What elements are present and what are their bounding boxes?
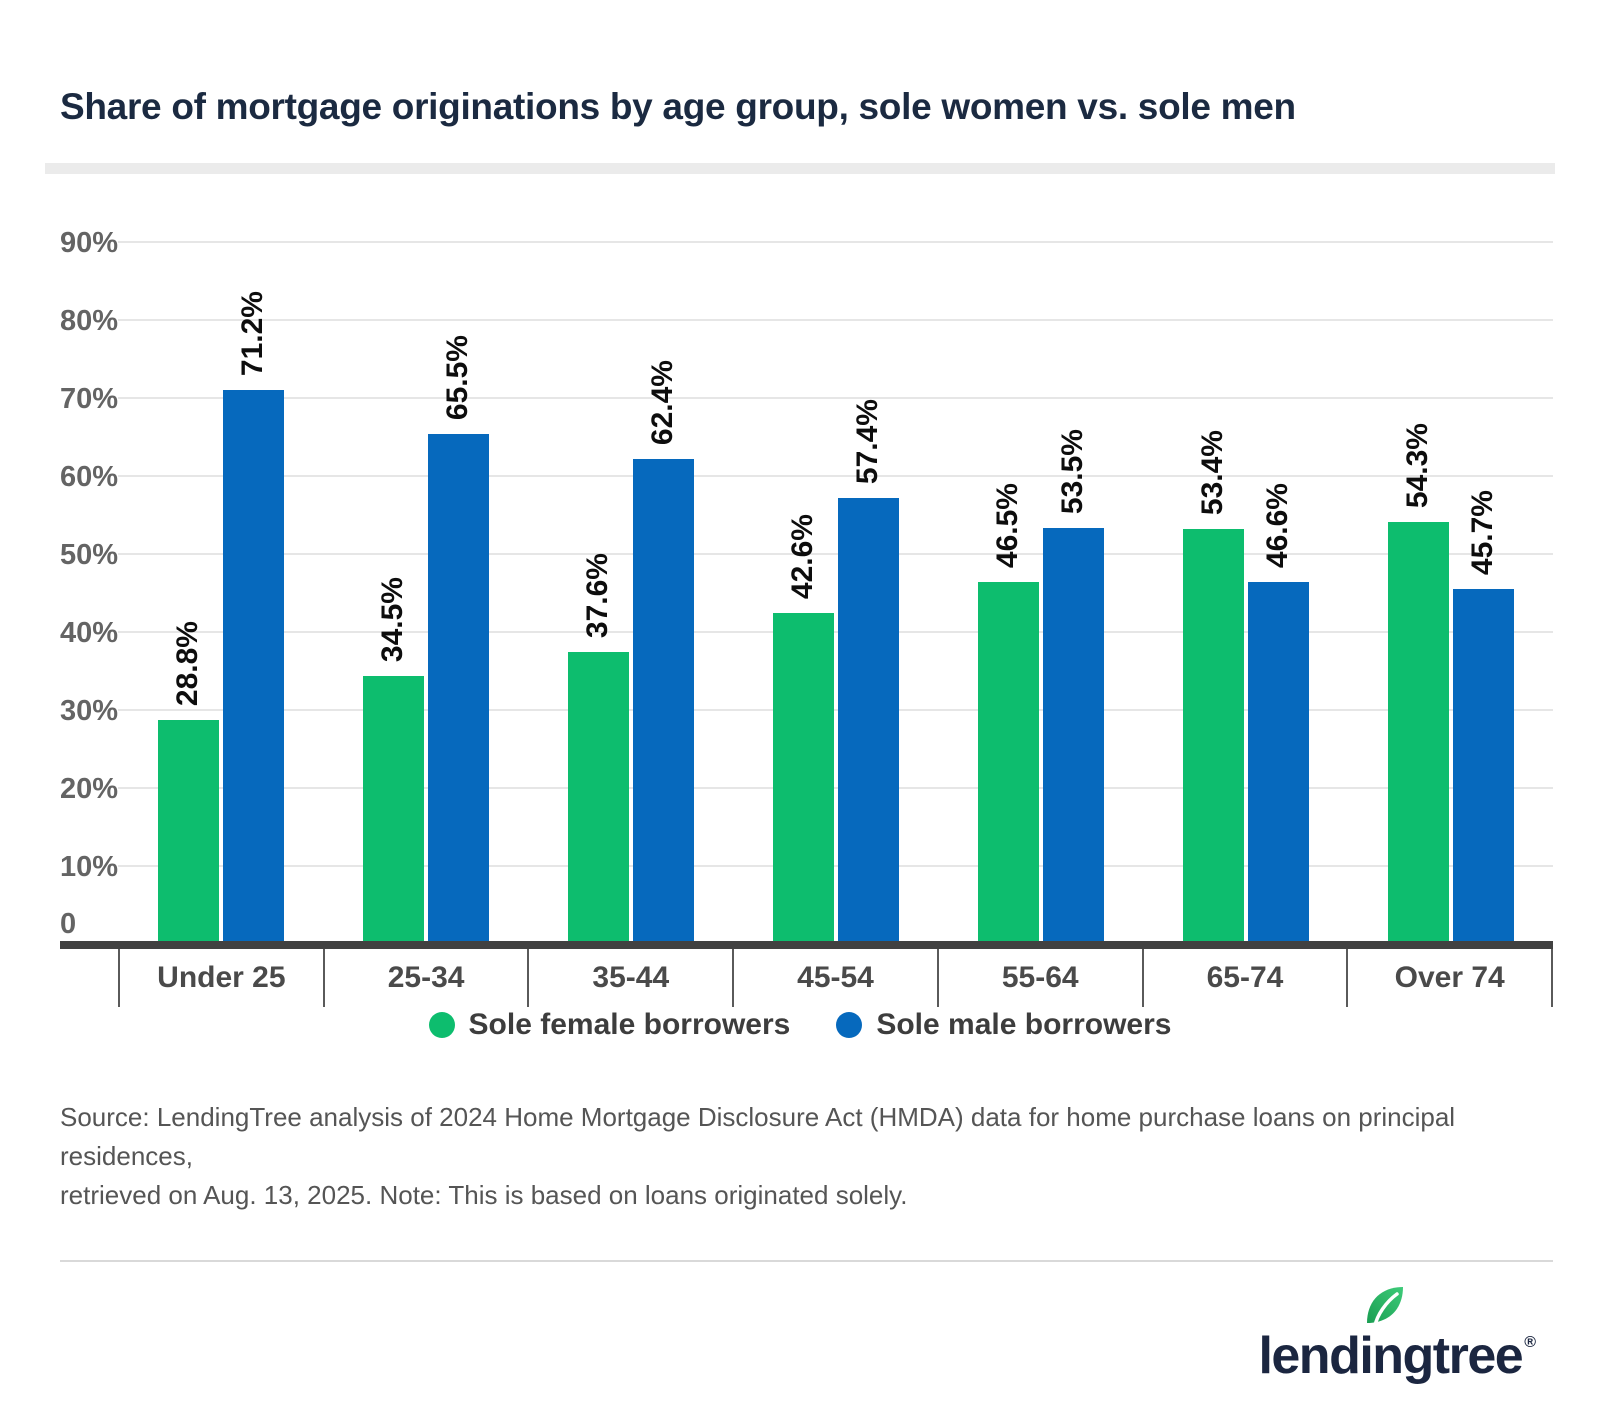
gridline <box>118 553 1553 556</box>
footer-divider <box>60 1260 1553 1262</box>
bar-female: 34.5% <box>362 577 424 945</box>
x-axis-label: 55-64 <box>936 949 1142 1007</box>
lendingtree-logo: lendingtree ® <box>1258 1282 1536 1386</box>
gridline <box>118 865 1553 868</box>
bar-value-label: 46.6% <box>1261 482 1294 568</box>
bar-value-label: 62.4% <box>646 359 679 445</box>
bar-male: 45.7% <box>1452 490 1514 945</box>
y-axis-label: 50% <box>60 539 119 572</box>
x-axis-label: 65-74 <box>1141 949 1347 1007</box>
bar-groups-container: 28.8% 71.2% 34.5% 65.5% 37.6% 62.4% 42.6% 57.4%… <box>118 220 1553 945</box>
bar-female: 42.6% <box>772 514 834 945</box>
bar-male: 65.5% <box>427 335 489 945</box>
x-axis-label: Over 74 <box>1346 949 1554 1007</box>
bar-group: 28.8% 71.2% <box>118 220 323 945</box>
y-axis-label: 90% <box>60 227 119 260</box>
source-line-2: retrieved on Aug. 13, 2025. Note: This i… <box>60 1180 908 1210</box>
x-axis-label: 25-34 <box>322 949 528 1007</box>
x-axis-labels: Under 25 25-34 35-44 45-54 55-64 65-74 Over 74 <box>118 949 1554 1007</box>
legend-item-male: Sole male borrowers <box>836 1008 1171 1042</box>
source-note: Source: LendingTree analysis of 2024 Hom… <box>60 1098 1540 1215</box>
bar-female: 37.6% <box>567 553 629 945</box>
x-axis-label: Under 25 <box>118 949 323 1007</box>
bar-female: 53.4% <box>1182 430 1244 945</box>
bar-value-label: 42.6% <box>786 513 819 599</box>
gridline <box>118 475 1553 478</box>
bar-value-label: 28.8% <box>171 620 204 706</box>
bar-value-label: 46.5% <box>991 482 1024 568</box>
gridline <box>118 319 1553 322</box>
bar-male: 71.2% <box>222 291 284 945</box>
x-axis-label: 45-54 <box>732 949 937 1007</box>
bar-group: 42.6% 57.4% <box>733 220 938 945</box>
gridline <box>118 241 1553 244</box>
bar-value-label: 71.2% <box>236 290 269 376</box>
y-axis-label: 0 <box>60 908 77 940</box>
bar-female: 46.5% <box>977 483 1039 945</box>
bar-group: 54.3% 45.7% <box>1348 220 1553 945</box>
bar-female: 54.3% <box>1387 423 1449 945</box>
bar-male: 57.4% <box>837 399 899 945</box>
bar-male: 46.6% <box>1247 483 1309 945</box>
chart-legend: Sole female borrowers Sole male borrower… <box>0 1008 1600 1042</box>
male-legend-label: Sole male borrowers <box>876 1008 1172 1041</box>
registered-trademark: ® <box>1524 1334 1536 1351</box>
legend-item-female: Sole female borrowers <box>428 1008 791 1042</box>
male-legend-dot <box>836 1012 863 1038</box>
gridline <box>118 631 1553 634</box>
bar-value-label: 54.3% <box>1401 422 1434 508</box>
title-divider-band <box>45 163 1555 174</box>
leaf-icon <box>1367 1287 1404 1328</box>
gridline <box>118 787 1553 790</box>
bar-value-label: 37.6% <box>581 552 614 638</box>
bar-male: 62.4% <box>632 360 694 945</box>
gridline <box>118 397 1553 400</box>
female-legend-label: Sole female borrowers <box>468 1008 791 1041</box>
bar-female: 28.8% <box>157 621 219 945</box>
x-axis-label: 35-44 <box>527 949 732 1007</box>
source-line-1: Source: LendingTree analysis of 2024 Hom… <box>60 1102 1456 1171</box>
bar-group: 46.5% 53.5% <box>938 220 1143 945</box>
y-axis-label: 60% <box>60 461 119 494</box>
bar-chart-plot-area: 28.8% 71.2% 34.5% 65.5% 37.6% 62.4% 42.6% 57.4%… <box>118 220 1553 945</box>
y-axis: 90% 80% 70% 60% 50% 40% 30% 20% 10% 0 <box>60 220 119 945</box>
bar-value-label: 34.5% <box>376 576 409 662</box>
bar-value-label: 57.4% <box>851 398 884 484</box>
bar-value-label: 53.5% <box>1056 428 1089 514</box>
bar-value-label: 45.7% <box>1466 489 1499 575</box>
y-axis-label: 10% <box>60 851 119 884</box>
y-axis-label: 70% <box>60 383 119 416</box>
y-axis-label: 20% <box>60 773 119 806</box>
bar-value-label: 53.4% <box>1196 429 1229 515</box>
bar-group: 34.5% 65.5% <box>323 220 528 945</box>
chart-title: Share of mortgage originations by age gr… <box>60 86 1296 127</box>
y-axis-label: 40% <box>60 617 119 650</box>
gridline <box>118 709 1553 712</box>
x-axis-line <box>60 941 1553 949</box>
logo-wordmark: lendingtree <box>1258 1327 1523 1385</box>
bar-group: 53.4% 46.6% <box>1143 220 1348 945</box>
y-axis-label: 80% <box>60 305 119 338</box>
bar-male: 53.5% <box>1042 429 1104 945</box>
female-legend-dot <box>428 1012 455 1038</box>
bar-value-label: 65.5% <box>441 334 474 420</box>
y-axis-label: 30% <box>60 695 119 728</box>
bar-group: 37.6% 62.4% <box>528 220 733 945</box>
